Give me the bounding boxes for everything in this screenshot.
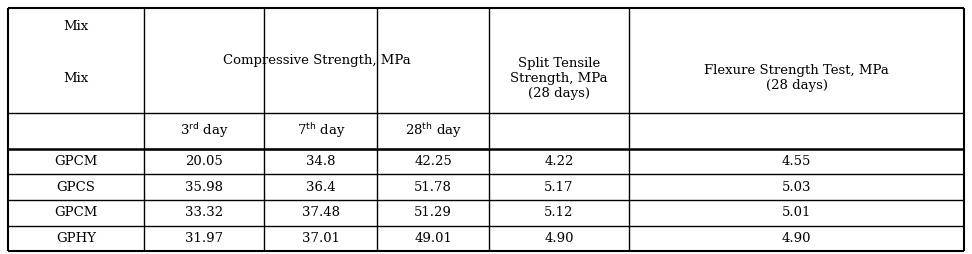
Text: Flexure Strength Test, MPa
(28 days): Flexure Strength Test, MPa (28 days)	[704, 64, 889, 92]
Text: 37.01: 37.01	[301, 232, 340, 245]
Text: Mix: Mix	[63, 72, 88, 85]
Text: 4.90: 4.90	[544, 232, 573, 245]
Text: GPCS: GPCS	[56, 181, 95, 194]
Text: 49.01: 49.01	[414, 232, 452, 245]
Text: 4.55: 4.55	[781, 155, 812, 168]
Text: GPHY: GPHY	[55, 232, 96, 245]
Text: 36.4: 36.4	[306, 181, 335, 194]
Text: 5.17: 5.17	[544, 181, 573, 194]
Text: 34.8: 34.8	[306, 155, 335, 168]
Text: 28$^{\mathrm{th}}$ day: 28$^{\mathrm{th}}$ day	[404, 121, 462, 140]
Text: 5.01: 5.01	[781, 207, 812, 219]
Text: 51.29: 51.29	[414, 207, 452, 219]
Text: 51.78: 51.78	[414, 181, 452, 194]
Text: Compressive Strength, MPa: Compressive Strength, MPa	[223, 54, 410, 67]
Text: Mix: Mix	[63, 20, 88, 33]
Text: 33.32: 33.32	[185, 207, 224, 219]
Text: 31.97: 31.97	[185, 232, 224, 245]
Text: 37.48: 37.48	[301, 207, 340, 219]
Text: 42.25: 42.25	[414, 155, 452, 168]
Text: 35.98: 35.98	[185, 181, 224, 194]
Text: 5.12: 5.12	[544, 207, 573, 219]
Text: Split Tensile
Strength, MPa
(28 days): Split Tensile Strength, MPa (28 days)	[510, 57, 608, 100]
Text: 20.05: 20.05	[186, 155, 223, 168]
Text: 5.03: 5.03	[781, 181, 812, 194]
Text: GPCM: GPCM	[54, 207, 97, 219]
Text: 7$^{\mathrm{th}}$ day: 7$^{\mathrm{th}}$ day	[296, 121, 345, 140]
Text: 4.22: 4.22	[544, 155, 573, 168]
Text: 4.90: 4.90	[781, 232, 812, 245]
Text: 3$^{\mathrm{rd}}$ day: 3$^{\mathrm{rd}}$ day	[180, 121, 228, 140]
Text: GPCM: GPCM	[54, 155, 97, 168]
